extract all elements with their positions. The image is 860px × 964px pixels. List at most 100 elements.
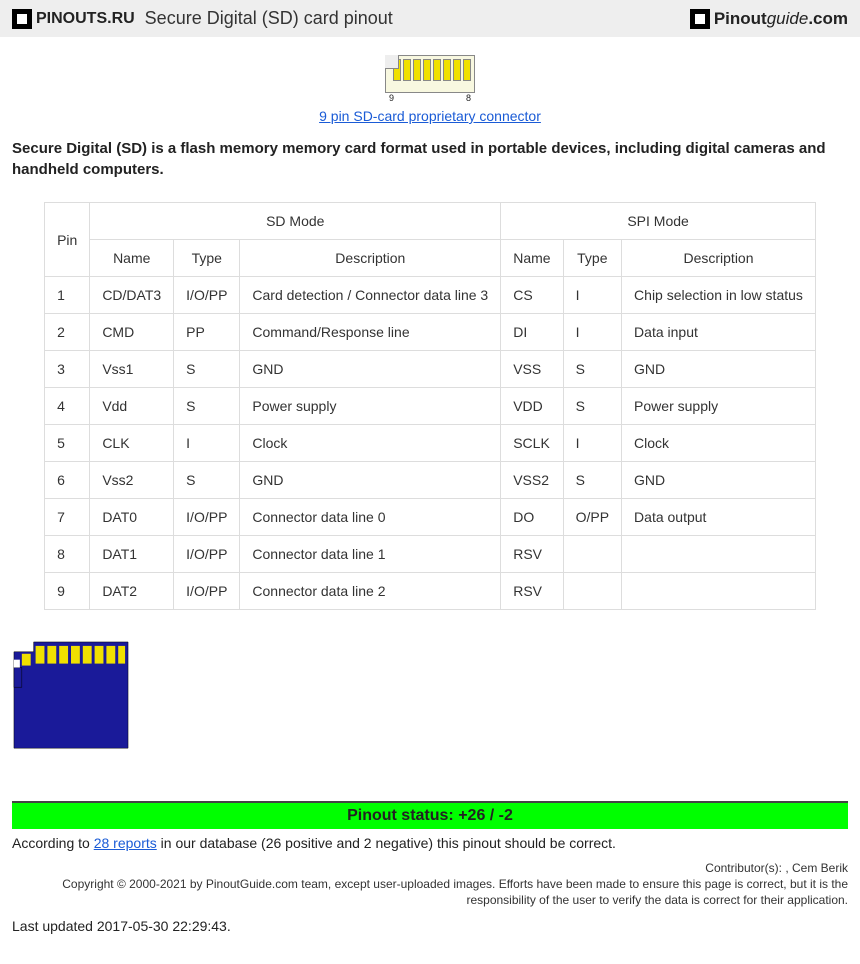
table-cell: O/PP (563, 499, 621, 536)
col-spi-type: Type (563, 240, 621, 277)
table-subheader-row: Name Type Description Name Type Descript… (45, 240, 816, 277)
status-bar: Pinout status: +26 / -2 (12, 803, 848, 829)
table-cell: I/O/PP (174, 536, 240, 573)
table-cell: Connector data line 2 (240, 573, 501, 610)
col-pin: Pin (45, 203, 90, 277)
table-cell (563, 573, 621, 610)
table-cell: Chip selection in low status (622, 277, 816, 314)
table-cell: I/O/PP (174, 277, 240, 314)
table-cell: 7 (45, 499, 90, 536)
table-cell: Clock (240, 425, 501, 462)
logo-text: PINOUTS.RU (36, 10, 135, 28)
table-cell: 4 (45, 388, 90, 425)
table-cell: S (174, 462, 240, 499)
last-updated: Last updated 2017-05-30 22:29:43. (12, 918, 848, 934)
table-cell: DAT0 (90, 499, 174, 536)
table-cell: 5 (45, 425, 90, 462)
table-cell: S (563, 351, 621, 388)
header-bar: PINOUTS.RU Secure Digital (SD) card pino… (0, 0, 860, 37)
table-cell: Data output (622, 499, 816, 536)
col-sd-type: Type (174, 240, 240, 277)
table-cell: VSS2 (501, 462, 563, 499)
table-cell: RSV (501, 536, 563, 573)
table-cell: CMD (90, 314, 174, 351)
table-cell: I/O/PP (174, 573, 240, 610)
table-cell: 8 (45, 536, 90, 573)
sd-connector-icon: 9 8 (385, 55, 475, 103)
table-cell: Command/Response line (240, 314, 501, 351)
table-cell: GND (240, 351, 501, 388)
table-row: 1CD/DAT3I/O/PPCard detection / Connector… (45, 277, 816, 314)
col-sd-desc: Description (240, 240, 501, 277)
pin-label-left: 9 (389, 93, 394, 103)
contributors: Contributor(s): , Cem Berik (12, 861, 848, 875)
page-title: Secure Digital (SD) card pinout (145, 8, 393, 29)
col-spi-name: Name (501, 240, 563, 277)
reports-link[interactable]: 28 reports (94, 835, 157, 851)
table-cell: 2 (45, 314, 90, 351)
table-row: 9DAT2I/O/PPConnector data line 2RSV (45, 573, 816, 610)
table-cell: Vdd (90, 388, 174, 425)
table-cell: DAT1 (90, 536, 174, 573)
table-cell: PP (174, 314, 240, 351)
status-text: According to 28 reports in our database … (12, 835, 848, 851)
connector-link[interactable]: 9 pin SD-card proprietary connector (319, 108, 541, 124)
table-cell: Vss1 (90, 351, 174, 388)
table-row: 6Vss2SGNDVSS2SGND (45, 462, 816, 499)
logo-pinouts-ru[interactable]: PINOUTS.RU (12, 9, 135, 29)
table-cell: DO (501, 499, 563, 536)
table-row: 4VddSPower supplyVDDSPower supply (45, 388, 816, 425)
table-cell: CS (501, 277, 563, 314)
table-cell: Power supply (622, 388, 816, 425)
connector-diagram: 9 8 9 pin SD-card proprietary connector (12, 55, 848, 124)
table-row: 8DAT1I/O/PPConnector data line 1RSV (45, 536, 816, 573)
table-cell: Data input (622, 314, 816, 351)
col-group-spi: SPI Mode (501, 203, 816, 240)
table-cell: CD/DAT3 (90, 277, 174, 314)
table-cell: DI (501, 314, 563, 351)
table-cell: Vss2 (90, 462, 174, 499)
table-cell: GND (240, 462, 501, 499)
table-cell: VDD (501, 388, 563, 425)
table-cell: 6 (45, 462, 90, 499)
pin-label-right: 8 (466, 93, 471, 103)
table-cell: Connector data line 1 (240, 536, 501, 573)
table-cell: SCLK (501, 425, 563, 462)
table-cell: I (174, 425, 240, 462)
table-row: 2CMDPPCommand/Response lineDIIData input (45, 314, 816, 351)
table-cell: S (563, 462, 621, 499)
table-cell: RSV (501, 573, 563, 610)
sd-card-image (12, 640, 848, 761)
pinout-table: Pin SD Mode SPI Mode Name Type Descripti… (44, 202, 816, 610)
logo-pinoutguide[interactable]: Pinoutguide.com (690, 9, 848, 29)
table-cell: 3 (45, 351, 90, 388)
table-cell: 1 (45, 277, 90, 314)
table-cell: I (563, 314, 621, 351)
col-group-sd: SD Mode (90, 203, 501, 240)
table-cell: GND (622, 351, 816, 388)
logo-icon (690, 9, 710, 29)
table-cell: I (563, 425, 621, 462)
table-cell: Power supply (240, 388, 501, 425)
table-header-row: Pin SD Mode SPI Mode (45, 203, 816, 240)
table-cell: DAT2 (90, 573, 174, 610)
table-cell: CLK (90, 425, 174, 462)
table-cell: S (563, 388, 621, 425)
pinout-table-wrap: Pin SD Mode SPI Mode Name Type Descripti… (12, 202, 848, 610)
table-cell: VSS (501, 351, 563, 388)
copyright: Copyright © 2000-2021 by PinoutGuide.com… (12, 877, 848, 908)
table-cell: Connector data line 0 (240, 499, 501, 536)
content: 9 8 9 pin SD-card proprietary connector … (0, 37, 860, 964)
header-left: PINOUTS.RU Secure Digital (SD) card pino… (12, 8, 393, 29)
table-cell: I (563, 277, 621, 314)
table-cell (563, 536, 621, 573)
table-cell: GND (622, 462, 816, 499)
logo-icon (12, 9, 32, 29)
intro-text: Secure Digital (SD) is a flash memory me… (12, 138, 848, 180)
table-row: 7DAT0I/O/PPConnector data line 0DOO/PPDa… (45, 499, 816, 536)
table-row: 3Vss1SGNDVSSSGND (45, 351, 816, 388)
table-row: 5CLKIClockSCLKIClock (45, 425, 816, 462)
table-cell: S (174, 388, 240, 425)
table-cell: S (174, 351, 240, 388)
table-cell: 9 (45, 573, 90, 610)
